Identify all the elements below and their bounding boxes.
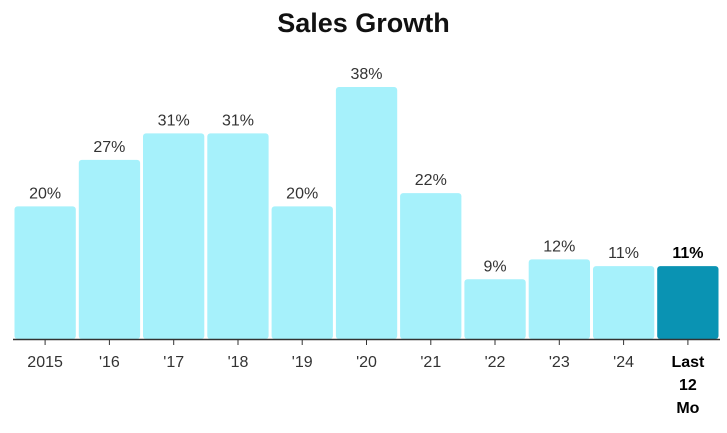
x-tick-label-3: '18 <box>228 354 249 371</box>
bar-3 <box>207 133 269 339</box>
bar-10 <box>657 266 719 339</box>
value-label-2: 31% <box>158 112 190 129</box>
value-label-10: 11% <box>672 245 703 262</box>
x-tick-label-2: '17 <box>163 354 184 371</box>
bars-group <box>14 87 719 339</box>
x-tick-label-1: '16 <box>99 354 120 371</box>
x-tick-labels-group: 2015 '16 '17 '18 '19 '20 '21 '22 '23 '24 Last 12 Mo <box>27 354 705 417</box>
x-tick-label-6: '21 <box>420 354 441 371</box>
x-tick-label-10: Last 12 Mo <box>671 354 705 417</box>
bar-1 <box>78 159 141 339</box>
bar-5 <box>335 87 398 339</box>
value-label-0: 20% <box>29 185 61 202</box>
bar-4 <box>271 206 333 339</box>
bar-0 <box>14 206 76 339</box>
value-label-8: 12% <box>543 238 575 255</box>
bar-2 <box>143 133 205 339</box>
value-labels-group: 20% 27% 31% 31% 20% 38% 22% 9% 12% 11% 11% <box>29 66 703 275</box>
value-label-4: 20% <box>286 185 318 202</box>
bar-6 <box>400 193 462 339</box>
bar-8 <box>528 259 590 339</box>
x-tick-label-7: '22 <box>485 354 506 371</box>
value-label-5: 38% <box>350 66 382 83</box>
chart-title: Sales Growth <box>277 8 450 38</box>
value-label-1: 27% <box>93 139 125 156</box>
x-tick-label-9: '24 <box>613 354 634 371</box>
value-label-9: 11% <box>608 245 639 262</box>
bar-9 <box>593 266 655 339</box>
x-tick-label-4: '19 <box>292 354 313 371</box>
x-tick-label-0: 2015 <box>27 354 63 371</box>
x-tick-label-5: '20 <box>356 354 377 371</box>
value-label-3: 31% <box>222 112 254 129</box>
x-ticks-group <box>44 340 689 345</box>
bar-7 <box>464 279 526 339</box>
value-label-6: 22% <box>415 172 447 189</box>
value-label-7: 9% <box>483 258 506 275</box>
x-tick-label-8: '23 <box>549 354 570 371</box>
